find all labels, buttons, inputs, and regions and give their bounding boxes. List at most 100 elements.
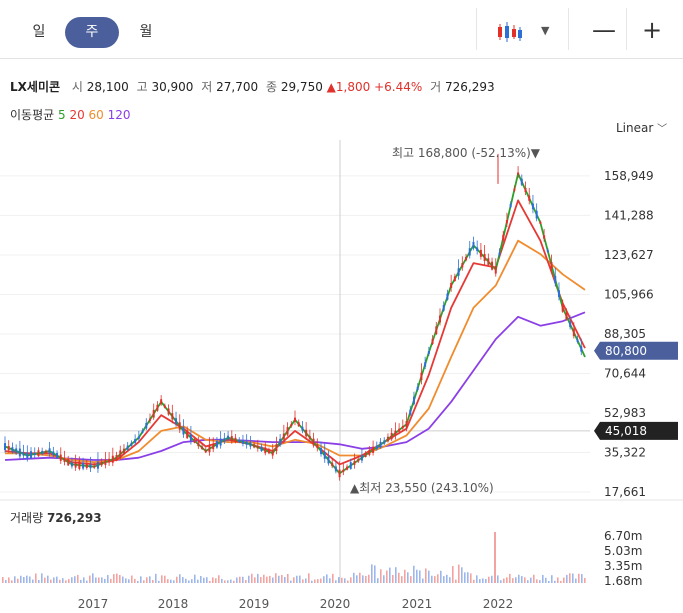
candle-body bbox=[59, 454, 62, 461]
candle-body bbox=[44, 450, 47, 453]
chevron-down-icon[interactable]: ▼ bbox=[541, 24, 550, 37]
chart-grid bbox=[0, 140, 683, 583]
candle-body bbox=[290, 424, 293, 427]
volume-bar bbox=[356, 575, 358, 583]
candle-body bbox=[122, 448, 125, 454]
candle-body bbox=[320, 447, 323, 455]
candle-body bbox=[82, 462, 85, 469]
candle-body bbox=[316, 444, 319, 449]
volume-bar bbox=[335, 580, 337, 583]
volume-bar bbox=[8, 577, 10, 583]
volume-bar bbox=[17, 578, 19, 583]
volume-bar bbox=[347, 580, 349, 583]
candle-body bbox=[163, 405, 166, 408]
volume-bar bbox=[62, 578, 64, 583]
volume-bar bbox=[422, 578, 424, 583]
volume-bar bbox=[113, 574, 115, 583]
candle-body bbox=[89, 464, 92, 469]
candle-body bbox=[461, 263, 464, 268]
volume-bar bbox=[428, 570, 430, 583]
candle-body bbox=[353, 461, 356, 465]
change-value: 1,800 bbox=[335, 80, 371, 94]
volume-bar bbox=[161, 575, 163, 583]
zoom-in-button[interactable]: + bbox=[641, 16, 663, 44]
candle-body bbox=[580, 346, 583, 352]
low-label: 저 bbox=[201, 80, 213, 94]
candle-body bbox=[286, 427, 289, 435]
volume-bar bbox=[245, 580, 247, 583]
current-price-tag: 80,800 bbox=[594, 341, 678, 360]
candle-body bbox=[346, 466, 349, 470]
candle-body bbox=[245, 441, 248, 445]
candle-body bbox=[63, 458, 66, 462]
candle-body bbox=[78, 461, 81, 469]
candle-body bbox=[215, 441, 218, 448]
candle-body bbox=[528, 195, 531, 201]
volume-bar bbox=[212, 577, 214, 583]
candle-body bbox=[476, 247, 479, 252]
volume-bar bbox=[281, 574, 283, 583]
tab-weekly[interactable]: 주 bbox=[65, 17, 119, 48]
scale-mode-dropdown[interactable]: Linear ﹀ bbox=[616, 120, 667, 135]
volume-bar bbox=[191, 579, 193, 583]
zoom-out-button[interactable]: — bbox=[592, 16, 616, 44]
volume-bar bbox=[377, 578, 379, 583]
volume-bar bbox=[77, 574, 79, 583]
volume-bar bbox=[476, 575, 478, 583]
tab-daily[interactable]: 일 bbox=[32, 24, 46, 40]
volume-bar bbox=[554, 580, 556, 583]
crosshair-price-tag-shape bbox=[594, 421, 678, 440]
volume-bar bbox=[203, 577, 205, 583]
candle-body bbox=[531, 203, 534, 210]
candle-body bbox=[219, 438, 222, 446]
candlestick-icon[interactable] bbox=[497, 21, 523, 43]
moving-average-lines bbox=[4, 172, 586, 475]
chart-axes: 158,949 141,288 123,627 105,966 88,305 70,644… bbox=[78, 146, 678, 611]
volume-bar bbox=[470, 573, 472, 583]
price-candles bbox=[4, 153, 583, 481]
volume-bar bbox=[566, 574, 568, 583]
candle-body bbox=[483, 253, 486, 262]
volume-bar bbox=[467, 572, 469, 583]
volume-bar bbox=[260, 577, 262, 583]
candle-body bbox=[550, 262, 553, 269]
candle-body bbox=[342, 469, 345, 472]
volume-bar bbox=[413, 565, 415, 583]
candle-body bbox=[197, 442, 200, 447]
volume-bar bbox=[266, 576, 268, 583]
volume-bar bbox=[83, 577, 85, 583]
candle-body bbox=[230, 436, 233, 442]
candle-body bbox=[357, 459, 360, 462]
volume-bar bbox=[2, 577, 4, 583]
price-chart[interactable]: 158,949 141,288 123,627 105,966 88,305 70,644… bbox=[0, 140, 683, 613]
volume-bar bbox=[548, 580, 550, 583]
volume-bar bbox=[95, 577, 97, 583]
time-tick-label: 2022 bbox=[483, 597, 514, 611]
volume-bar bbox=[563, 577, 565, 583]
candle-body bbox=[375, 445, 378, 450]
ma-line-5 bbox=[4, 172, 586, 475]
candle-body bbox=[52, 451, 55, 456]
candle-body bbox=[524, 187, 527, 193]
candle-body bbox=[323, 452, 326, 459]
candle-body bbox=[398, 428, 401, 432]
volume-bar bbox=[530, 577, 532, 583]
volume-bar bbox=[107, 575, 109, 583]
candle-body bbox=[409, 409, 412, 415]
candle-body bbox=[312, 438, 315, 446]
price-tick-label: 141,288 bbox=[604, 208, 654, 222]
candle-body bbox=[338, 469, 341, 478]
candle-body bbox=[297, 422, 300, 427]
candle-body bbox=[137, 436, 140, 439]
volume-bar bbox=[395, 567, 397, 583]
volume-bar bbox=[197, 579, 199, 583]
volume-bar bbox=[59, 579, 61, 583]
volume-bar bbox=[542, 574, 544, 583]
candle-body bbox=[108, 458, 111, 463]
volume-bar bbox=[182, 577, 184, 583]
candle-body bbox=[93, 465, 96, 468]
divider bbox=[476, 8, 477, 50]
candle-body bbox=[543, 235, 546, 239]
tab-monthly[interactable]: 월 bbox=[139, 24, 153, 40]
volume-bar bbox=[359, 572, 361, 583]
